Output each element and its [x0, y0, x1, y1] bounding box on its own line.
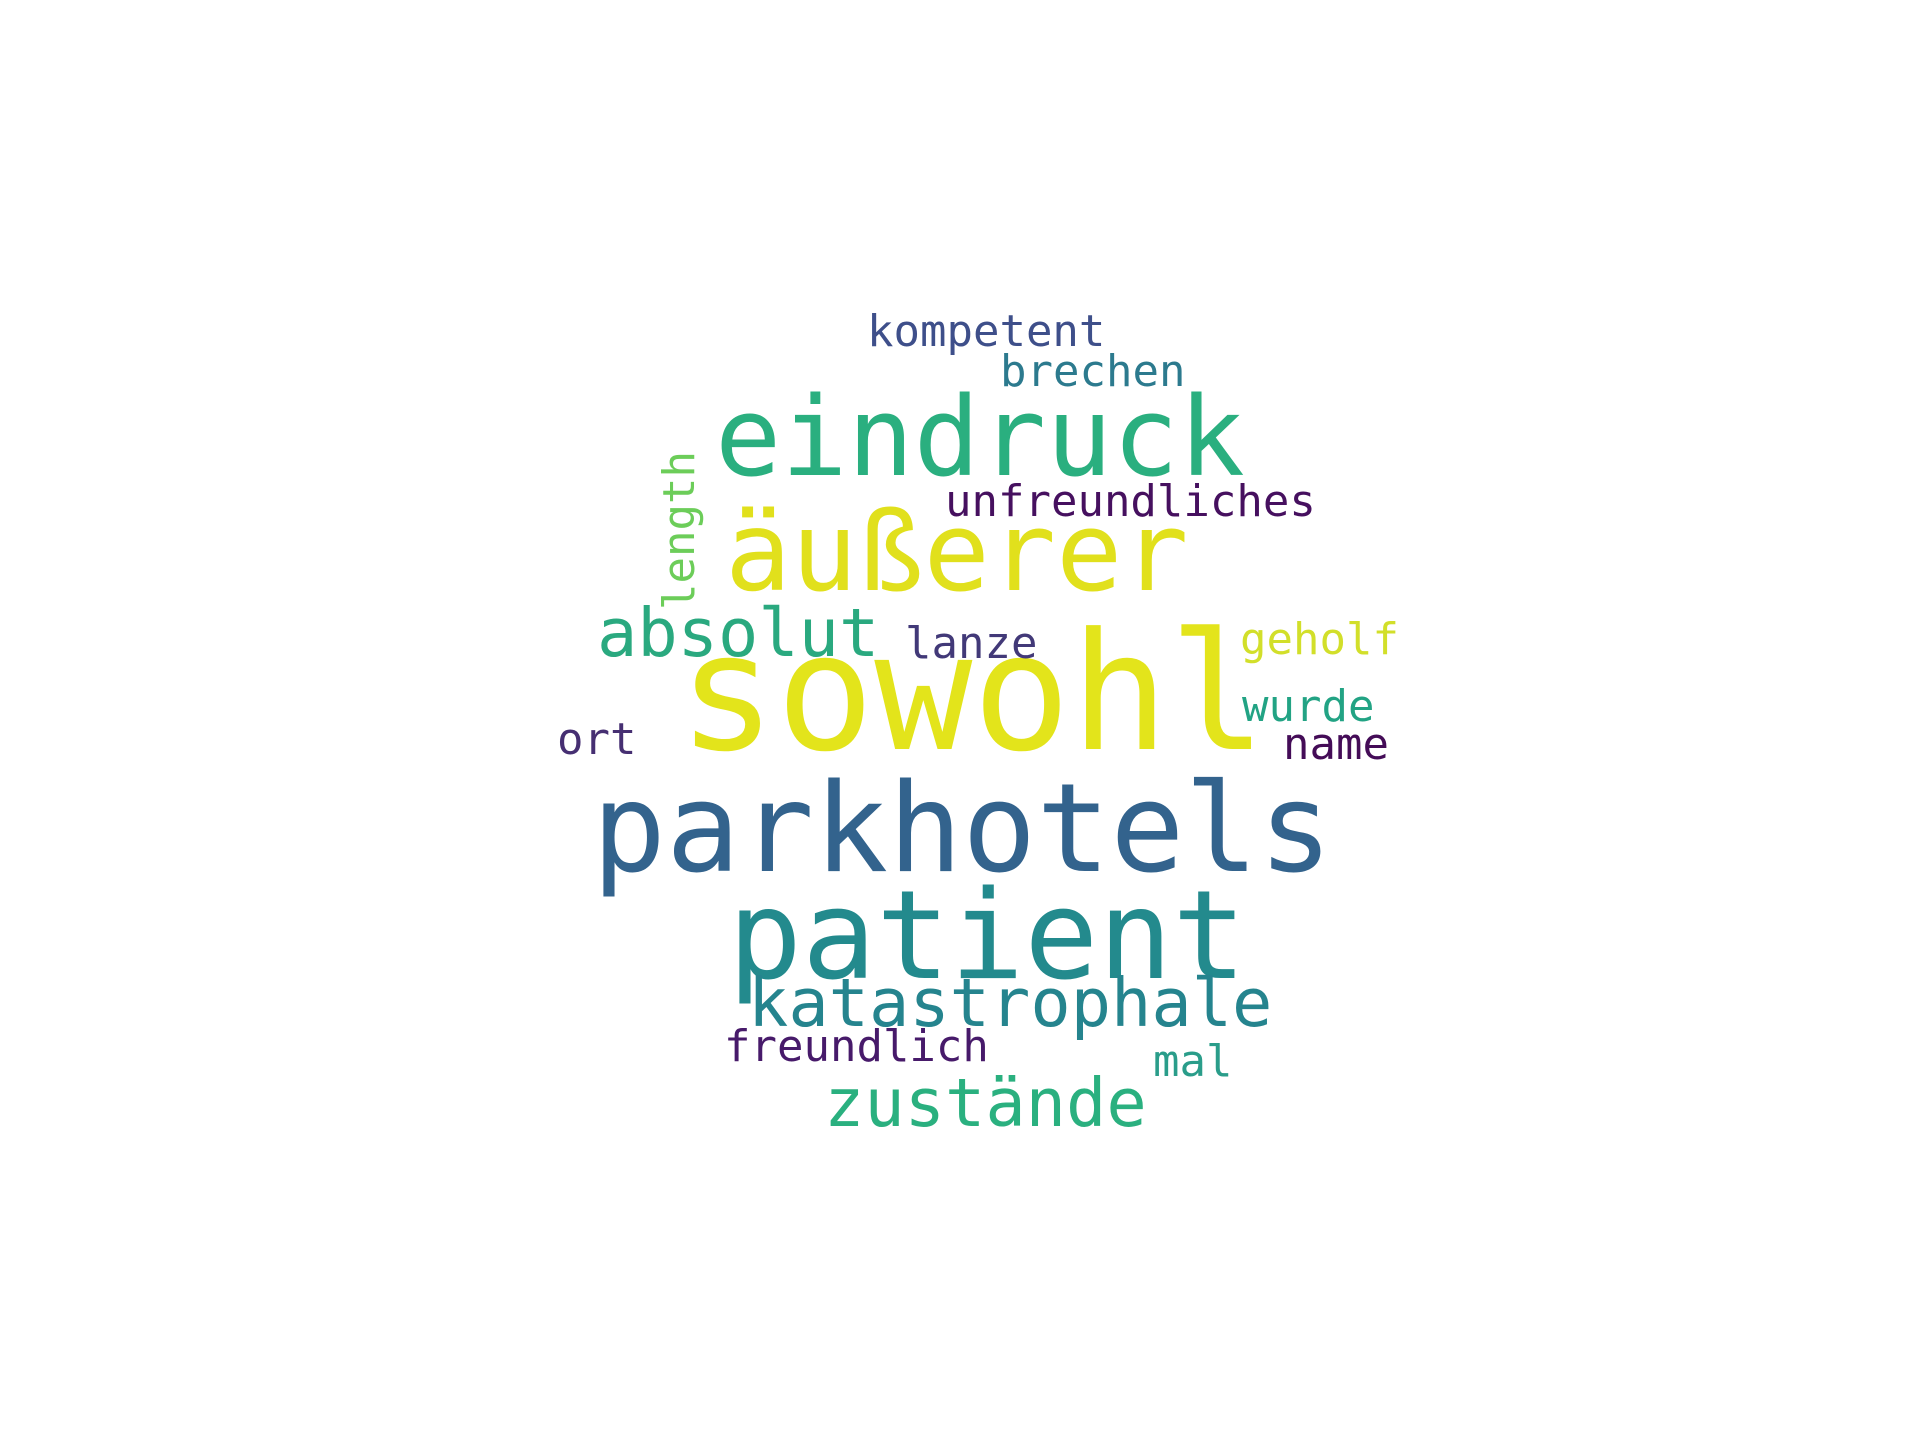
word-eindruck: eindruck	[715, 373, 1245, 501]
word-parkhotels: parkhotels	[592, 758, 1333, 901]
word-patient: patient	[728, 865, 1247, 1008]
word-mal: mal	[1153, 1036, 1233, 1087]
word-ort: ort	[557, 714, 637, 765]
word-lanze: lanze	[905, 618, 1038, 669]
word-absolut: absolut	[597, 594, 880, 672]
word-katastrophale: katastrophale	[748, 964, 1273, 1042]
word-zustaende: zustände	[824, 1064, 1147, 1142]
word-name: name	[1283, 719, 1389, 770]
word-wurde: wurde	[1242, 681, 1375, 732]
word-kompetent: kompetent	[867, 306, 1106, 357]
word-brechen: brechen	[1000, 346, 1186, 397]
word-unfreundliches: unfreundliches	[945, 476, 1316, 527]
word-length: length	[654, 451, 705, 610]
word-sowohl: sowohl	[678, 599, 1267, 788]
word-freundlich: freundlich	[724, 1021, 989, 1072]
word-geholf: geholf	[1240, 614, 1399, 665]
word-aeusserer: äußerer	[725, 488, 1189, 616]
